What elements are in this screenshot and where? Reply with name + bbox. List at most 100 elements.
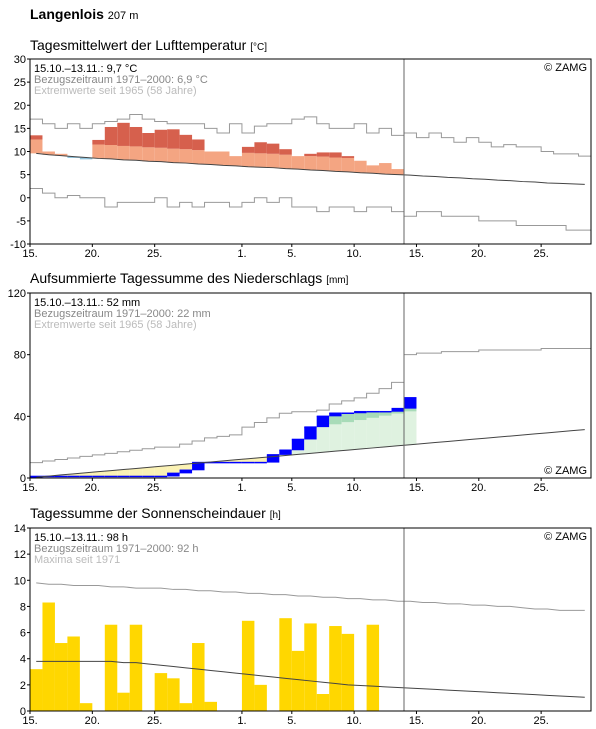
precip-deficit-area xyxy=(54,474,68,477)
precip-deficit-area xyxy=(67,473,80,477)
temp-anomaly-bar xyxy=(329,157,342,172)
sun-x-tick-label: 5. xyxy=(287,715,296,727)
precip-x-tick-label: 20. xyxy=(85,482,100,494)
precip-daily-increment xyxy=(304,427,317,440)
precip-x-tick-label: 15. xyxy=(409,482,424,494)
station-header: Langenlois 207 m xyxy=(30,6,138,22)
sun-y-tick-label: 4 xyxy=(20,654,26,666)
precip-deficit-area xyxy=(129,468,143,477)
station-name: Langenlois xyxy=(30,6,104,22)
sunshine-bar xyxy=(366,624,380,711)
temp-anomaly-bar xyxy=(379,163,392,175)
temp-anomaly-bar xyxy=(30,139,43,154)
temp-anomaly-bar xyxy=(254,153,267,168)
sunshine-bar xyxy=(192,643,205,711)
sunshine-bar xyxy=(241,620,255,711)
precip-surplus-area xyxy=(316,426,330,453)
sunshine-bar xyxy=(291,650,305,711)
precip-y-tick-label: 0 xyxy=(20,473,26,485)
sunshine-bar xyxy=(316,694,330,711)
sunshine-bar xyxy=(42,602,55,711)
precip-daily-increment xyxy=(167,473,180,477)
temp-anomaly-bar xyxy=(354,160,367,173)
temp-anomaly-bar xyxy=(92,144,105,159)
temp-anomaly-bar xyxy=(291,156,305,170)
precip-daily-increment xyxy=(179,470,193,474)
precip-surplus-area-strong xyxy=(354,411,367,421)
temp-x-tick-label: 25. xyxy=(533,248,548,260)
precip-surplus-area xyxy=(366,417,380,448)
sun-x-tick-label: 10. xyxy=(346,715,361,727)
precip-copyright: © ZAMG xyxy=(544,465,587,477)
temp-anomaly-bar-strong xyxy=(142,133,155,148)
temp-anomaly-bar xyxy=(266,153,280,168)
temp-anomaly-bar-strong xyxy=(341,156,355,158)
precip-plot-frame xyxy=(29,292,592,479)
temp-anomaly-bar xyxy=(117,145,130,160)
temp-y-tick-label: 20 xyxy=(14,100,26,112)
temp-y-tick-label: 10 xyxy=(14,147,26,159)
precip-deficit-area xyxy=(254,457,267,463)
precip-x-tick-label: 1. xyxy=(237,482,246,494)
temp-anomaly-bar-cold xyxy=(79,157,93,160)
precip-max-extreme-line xyxy=(30,348,591,464)
sun-normal-line xyxy=(36,660,585,698)
precipitation-unit: [mm] xyxy=(326,275,349,286)
precip-deficit-area xyxy=(229,459,242,463)
precip-deficit-area xyxy=(142,467,155,477)
sun-copyright: © ZAMG xyxy=(544,531,587,543)
sun-x-tick-label: 25. xyxy=(533,715,548,727)
sun-x-tick-label: 25. xyxy=(147,715,162,727)
precip-surplus-area xyxy=(354,420,367,450)
sun-x-tick-label: 1. xyxy=(237,715,246,727)
precip-daily-increment xyxy=(266,454,280,463)
temp-min-extreme-line xyxy=(30,188,591,231)
station-altitude: 207 m xyxy=(107,10,139,22)
temp-anomaly-bar-strong xyxy=(266,143,280,154)
precip-daily-increment xyxy=(316,416,330,428)
temp-y-tick-label: 15 xyxy=(14,123,26,135)
temp-x-tick-label: 15. xyxy=(22,248,37,260)
temp-max-extreme-line xyxy=(30,114,591,157)
temperature-unit: [°C] xyxy=(250,42,267,53)
sunshine-bar xyxy=(54,643,68,711)
temp-anomaly-bar xyxy=(192,150,205,164)
precip-y-tick-label: 120 xyxy=(8,288,26,300)
sunshine-bar xyxy=(154,673,168,711)
precip-y-tick-label: 80 xyxy=(14,350,26,362)
temp-anomaly-bar xyxy=(129,146,143,161)
temp-anomaly-bar-strong xyxy=(104,126,118,146)
sun-y-tick-label: 12 xyxy=(14,549,26,561)
temp-x-tick-label: 5. xyxy=(287,248,296,260)
temp-anomaly-bar-strong xyxy=(179,134,193,150)
sun-legend-line-1: 15.10.–13.11.: 98 h xyxy=(34,532,128,544)
sun-y-tick-label: 14 xyxy=(14,523,26,535)
sunshine-bar xyxy=(67,636,80,711)
temp-y-tick-label: 30 xyxy=(14,54,26,66)
temp-anomaly-bar xyxy=(179,149,193,164)
temp-legend-line-1: 15.10.–13.11.: 9,7 °C xyxy=(34,63,137,75)
sunshine-bar xyxy=(179,703,193,711)
precip-daily-increment xyxy=(279,450,292,455)
temp-anomaly-bar-strong xyxy=(192,139,205,151)
temp-anomaly-bar xyxy=(42,151,55,155)
precip-deficit-area xyxy=(117,469,130,477)
precip-x-tick-label: 25. xyxy=(147,482,162,494)
temp-anomaly-bar xyxy=(142,147,155,162)
sun-plot-frame xyxy=(29,527,592,712)
precip-x-tick-label: 10. xyxy=(346,482,361,494)
temp-anomaly-bar-cold xyxy=(67,156,80,158)
precip-normal-line xyxy=(36,429,585,478)
sun-legend-line-3: Maxima seit 1971 xyxy=(34,554,120,566)
sunshine-title-text: Tagessumme der Sonnenscheindauer xyxy=(30,505,266,521)
temp-anomaly-bar xyxy=(366,165,380,174)
temp-anomaly-bar-strong xyxy=(329,152,342,158)
sun-x-tick-label: 20. xyxy=(471,715,486,727)
temp-copyright: © ZAMG xyxy=(544,62,587,74)
temp-normal-line xyxy=(36,152,585,185)
temp-anomaly-bar xyxy=(167,148,180,163)
precip-surplus-area xyxy=(379,415,392,447)
temp-anomaly-bar-strong xyxy=(30,135,43,140)
